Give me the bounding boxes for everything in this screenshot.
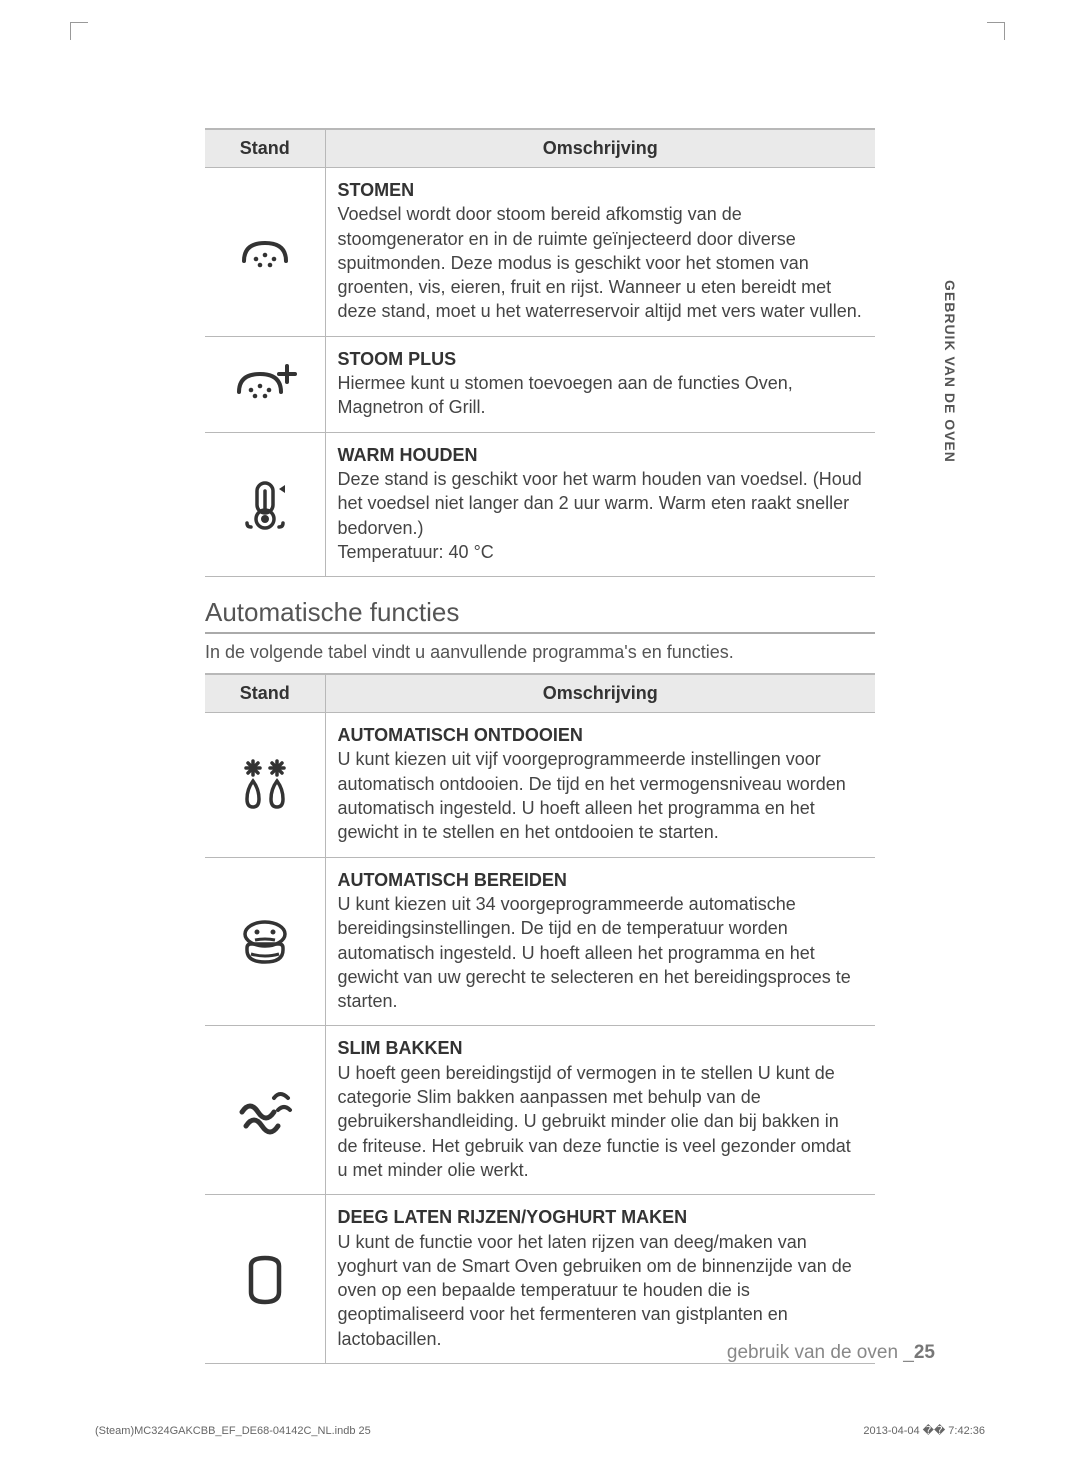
desc-cell: SLIM BAKKEN U hoeft geen bereidingstijd … bbox=[325, 1026, 875, 1195]
desc-cell: STOMEN Voedsel wordt door stoom bereid a… bbox=[325, 168, 875, 337]
print-mark-right: 2013-04-04 �� 7:42:36 bbox=[863, 1424, 985, 1437]
mode-title: STOMEN bbox=[338, 180, 415, 200]
side-tab: GEBRUIK VAN DE OVEN bbox=[942, 280, 958, 463]
icon-cell bbox=[205, 336, 325, 432]
modes-table-1: Stand Omschrijving STOMEN Voedsel wordt … bbox=[205, 128, 875, 577]
table-row: WARM HOUDEN Deze stand is geschikt voor … bbox=[205, 432, 875, 576]
print-mark-left: (Steam)MC324GAKCBB_EF_DE68-04142C_NL.ind… bbox=[95, 1425, 371, 1437]
modes-table-2: Stand Omschrijving bbox=[205, 673, 875, 1364]
footer-text: gebruik van de oven _ bbox=[727, 1342, 914, 1363]
icon-cell bbox=[205, 1026, 325, 1195]
header-stand: Stand bbox=[205, 129, 325, 168]
keep-warm-icon bbox=[239, 475, 291, 533]
crop-mark-tl bbox=[70, 22, 88, 40]
mode-title: STOOM PLUS bbox=[338, 349, 457, 369]
section-heading: Automatische functies bbox=[205, 597, 875, 634]
mode-body: Deze stand is geschikt voor het warm hou… bbox=[338, 469, 862, 562]
header-desc: Omschrijving bbox=[325, 129, 875, 168]
mode-body: U kunt de functie voor het laten rijzen … bbox=[338, 1232, 852, 1349]
mode-body: U kunt kiezen uit 34 voorgeprogrammeerde… bbox=[338, 894, 851, 1011]
icon-cell bbox=[205, 713, 325, 857]
mode-body: U hoeft geen bereidingstijd of vermogen … bbox=[338, 1063, 851, 1180]
icon-cell bbox=[205, 857, 325, 1026]
table-row: STOOM PLUS Hiermee kunt u stomen toevoeg… bbox=[205, 336, 875, 432]
table-header-row: Stand Omschrijving bbox=[205, 674, 875, 713]
header-desc: Omschrijving bbox=[325, 674, 875, 713]
mode-title: AUTOMATISCH BEREIDEN bbox=[338, 870, 567, 890]
crop-mark-tr bbox=[987, 22, 1005, 40]
page-number: 25 bbox=[914, 1342, 935, 1363]
table-row: AUTOMATISCH BEREIDEN U kunt kiezen uit 3… bbox=[205, 857, 875, 1026]
desc-cell: AUTOMATISCH ONTDOOIEN U kunt kiezen uit … bbox=[325, 713, 875, 857]
section-intro: In de volgende tabel vindt u aanvullende… bbox=[205, 642, 875, 663]
mode-title: DEEG LATEN RIJZEN/YOGHURT MAKEN bbox=[338, 1207, 688, 1227]
auto-cook-icon bbox=[237, 914, 293, 970]
table-row: DEEG LATEN RIJZEN/YOGHURT MAKEN U kunt d… bbox=[205, 1195, 875, 1364]
desc-cell: STOOM PLUS Hiermee kunt u stomen toevoeg… bbox=[325, 336, 875, 432]
icon-cell bbox=[205, 1195, 325, 1364]
dough-yoghurt-icon bbox=[241, 1250, 289, 1308]
slim-fry-icon bbox=[236, 1082, 294, 1138]
steam-plus-icon bbox=[231, 356, 299, 412]
page: Stand Omschrijving STOMEN Voedsel wordt … bbox=[0, 0, 1080, 1472]
table-row: SLIM BAKKEN U hoeft geen bereidingstijd … bbox=[205, 1026, 875, 1195]
icon-cell bbox=[205, 168, 325, 337]
mode-title: WARM HOUDEN bbox=[338, 445, 478, 465]
header-stand: Stand bbox=[205, 674, 325, 713]
mode-title: SLIM BAKKEN bbox=[338, 1038, 463, 1058]
footer-right: gebruik van de oven _25 bbox=[727, 1342, 935, 1364]
table-row: STOMEN Voedsel wordt door stoom bereid a… bbox=[205, 168, 875, 337]
table-header-row: Stand Omschrijving bbox=[205, 129, 875, 168]
mode-body: Hiermee kunt u stomen toevoegen aan de f… bbox=[338, 373, 793, 417]
desc-cell: WARM HOUDEN Deze stand is geschikt voor … bbox=[325, 432, 875, 576]
table-row: AUTOMATISCH ONTDOOIEN U kunt kiezen uit … bbox=[205, 713, 875, 857]
steam-icon bbox=[234, 221, 296, 283]
mode-title: AUTOMATISCH ONTDOOIEN bbox=[338, 725, 583, 745]
content-area: Stand Omschrijving STOMEN Voedsel wordt … bbox=[205, 128, 875, 1364]
auto-defrost-icon bbox=[237, 757, 293, 813]
icon-cell bbox=[205, 432, 325, 576]
desc-cell: AUTOMATISCH BEREIDEN U kunt kiezen uit 3… bbox=[325, 857, 875, 1026]
desc-cell: DEEG LATEN RIJZEN/YOGHURT MAKEN U kunt d… bbox=[325, 1195, 875, 1364]
mode-body: U kunt kiezen uit vijf voorgeprogrammeer… bbox=[338, 749, 846, 842]
mode-body: Voedsel wordt door stoom bereid afkomsti… bbox=[338, 204, 862, 321]
